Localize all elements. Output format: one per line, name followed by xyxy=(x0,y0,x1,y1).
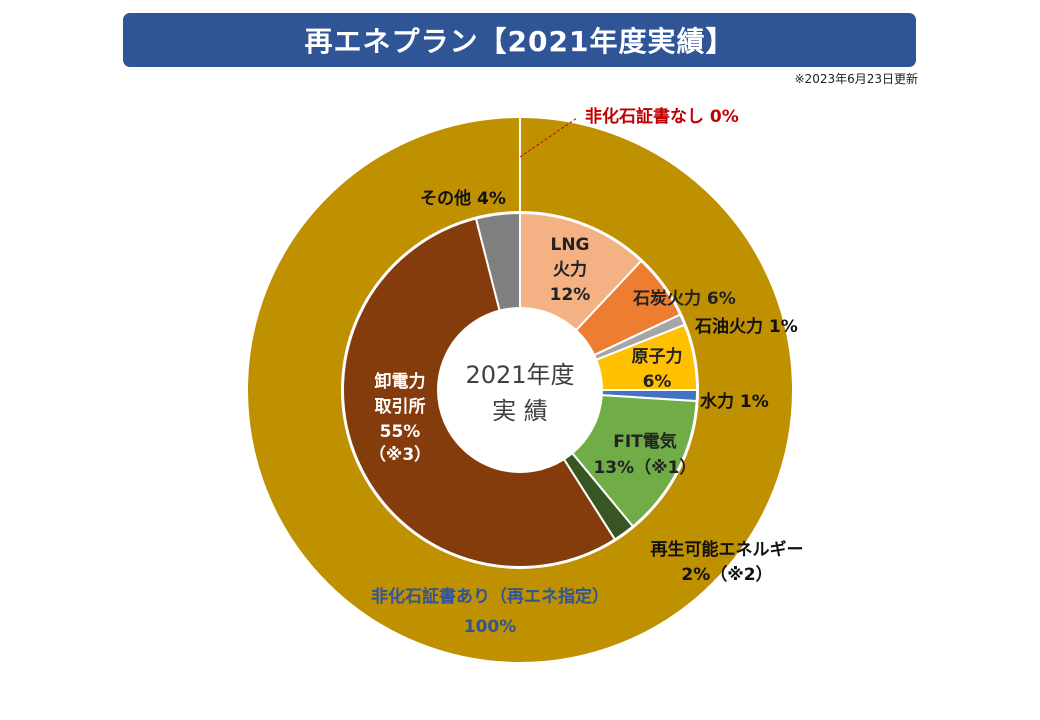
data-label-oil: 石油火力 1% xyxy=(694,316,798,337)
data-label-lng-c: 12% xyxy=(550,285,591,305)
data-label-fit-a: FIT電気 xyxy=(613,431,677,452)
data-label-coal: 石炭火力 6% xyxy=(632,288,736,309)
data-label-other: その他 4% xyxy=(420,188,506,209)
data-label-nuclear-b: 6% xyxy=(643,372,672,392)
zero-slice-leader-line xyxy=(519,117,578,158)
center-label-actual: 実 績 xyxy=(492,397,548,425)
center-label-year: 2021年度 xyxy=(465,361,574,389)
data-label-renewable-b: 2%（※2） xyxy=(681,564,772,585)
data-label-market-d: （※3） xyxy=(369,444,431,465)
page-title: 再エネプラン【2021年度実績】 xyxy=(123,13,916,67)
data-label-market-c: 55% xyxy=(380,422,421,442)
inner-ring xyxy=(342,211,699,568)
data-label-lng-b: 火力 xyxy=(553,259,587,280)
data-label-lng-a: LNG xyxy=(550,235,589,255)
update-note: ※2023年6月23日更新 xyxy=(794,72,919,86)
data-label-fit-b: 13%（※1） xyxy=(593,457,696,478)
data-label-outer-nonfossil-value: 100% xyxy=(464,617,517,637)
data-label-hydro: 水力 1% xyxy=(700,391,769,412)
center-hole xyxy=(438,308,602,472)
data-label-outer-nonfossil-name: 非化石証書あり（再エネ指定） xyxy=(371,586,609,607)
data-label-renewable-a: 再生可能エネルギー xyxy=(651,539,804,560)
data-label-market-b: 取引所 xyxy=(375,397,426,417)
data-label-nuclear-a: 原子力 xyxy=(632,346,683,367)
data-label-market-a: 卸電力 xyxy=(375,371,426,392)
data-label-outer-nonfossil-none: 非化石証書なし 0% xyxy=(585,106,739,127)
